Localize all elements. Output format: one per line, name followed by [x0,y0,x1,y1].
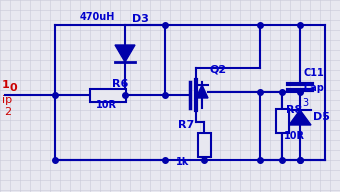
Text: R8: R8 [286,105,302,115]
Text: ip: ip [2,95,12,105]
Text: D5: D5 [313,112,330,122]
Polygon shape [196,85,208,98]
Polygon shape [115,45,135,62]
Bar [198,133,210,157]
Text: 1k: 1k [176,157,189,167]
Text: 0: 0 [9,83,17,93]
Text: 10R: 10R [284,131,305,141]
Text: 10R: 10R [96,100,117,110]
Text: C11: C11 [304,68,325,78]
Text: 3: 3 [302,98,308,108]
Text: 470uH: 470uH [80,12,115,22]
Bar [275,109,289,133]
Polygon shape [289,110,311,125]
Text: R7: R7 [178,120,194,130]
Text: D3: D3 [132,14,149,24]
Text: Q2: Q2 [210,64,227,74]
Text: 1: 1 [2,80,10,90]
Bar [90,89,126,102]
Text: R6: R6 [112,79,129,89]
Text: 2: 2 [4,107,11,117]
Text: Cap: Cap [304,83,325,93]
